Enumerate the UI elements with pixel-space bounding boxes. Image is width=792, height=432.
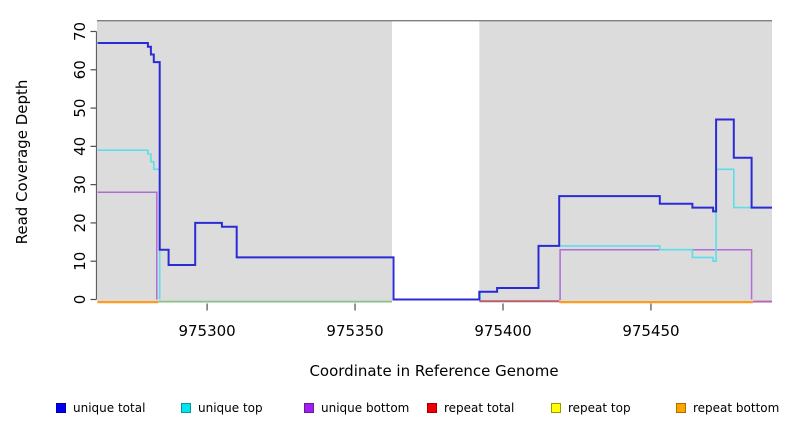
y-tick-label: 0 <box>71 295 89 305</box>
legend-swatch-repeat-total <box>427 403 437 413</box>
legend: unique total unique top unique bottom repea… <box>0 399 792 417</box>
plot-canvas: 0 10 20 30 40 50 60 70 975300 975350 975400 975450 <box>71 20 772 340</box>
legend-item-repeat-total: repeat total <box>427 399 514 417</box>
legend-swatch-repeat-bottom <box>676 403 686 413</box>
legend-label-repeat-top: repeat top <box>568 401 631 415</box>
y-axis-title: Read Coverage Depth <box>13 79 31 245</box>
legend-swatch-unique-top <box>181 403 191 413</box>
series-line-unique-total <box>97 42 772 301</box>
x-tick-label: 975400 <box>474 322 531 340</box>
series-line-unique-bottom <box>559 248 753 301</box>
legend-label-repeat-bottom: repeat bottom <box>693 401 780 415</box>
x-axis-title: Coordinate in Reference Genome <box>309 362 559 380</box>
legend-item-unique-total: unique total <box>56 399 145 417</box>
y-tick-label: 30 <box>71 175 89 194</box>
y-tick-label: 50 <box>71 99 89 118</box>
legend-swatch-repeat-top <box>551 403 561 413</box>
legend-item-unique-bottom: unique bottom <box>304 399 409 417</box>
y-tick-label: 10 <box>71 252 89 271</box>
series-line-unique-top <box>97 149 161 300</box>
legend-item-repeat-top: repeat top <box>551 399 631 417</box>
y-tick-label: 60 <box>71 60 89 79</box>
no-data-mask-region <box>392 21 480 304</box>
legend-label-repeat-total: repeat total <box>444 401 515 415</box>
y-tick-label: 40 <box>71 137 89 156</box>
y-tick-label: 20 <box>71 213 89 232</box>
x-tick-label: 975350 <box>326 322 383 340</box>
legend-item-unique-top: unique top <box>181 399 263 417</box>
legend-item-repeat-bottom: repeat bottom <box>676 399 779 417</box>
legend-swatch-unique-bottom <box>304 403 314 413</box>
x-tick-label: 975450 <box>622 322 679 340</box>
series-line-unique-bottom <box>97 191 158 300</box>
legend-label-unique-bottom: unique bottom <box>321 401 410 415</box>
x-tick-label: 975300 <box>178 322 235 340</box>
legend-label-unique-top: unique top <box>198 401 263 415</box>
legend-swatch-unique-total <box>56 403 66 413</box>
y-tick-label: 70 <box>71 22 89 41</box>
legend-label-unique-total: unique total <box>73 401 146 415</box>
